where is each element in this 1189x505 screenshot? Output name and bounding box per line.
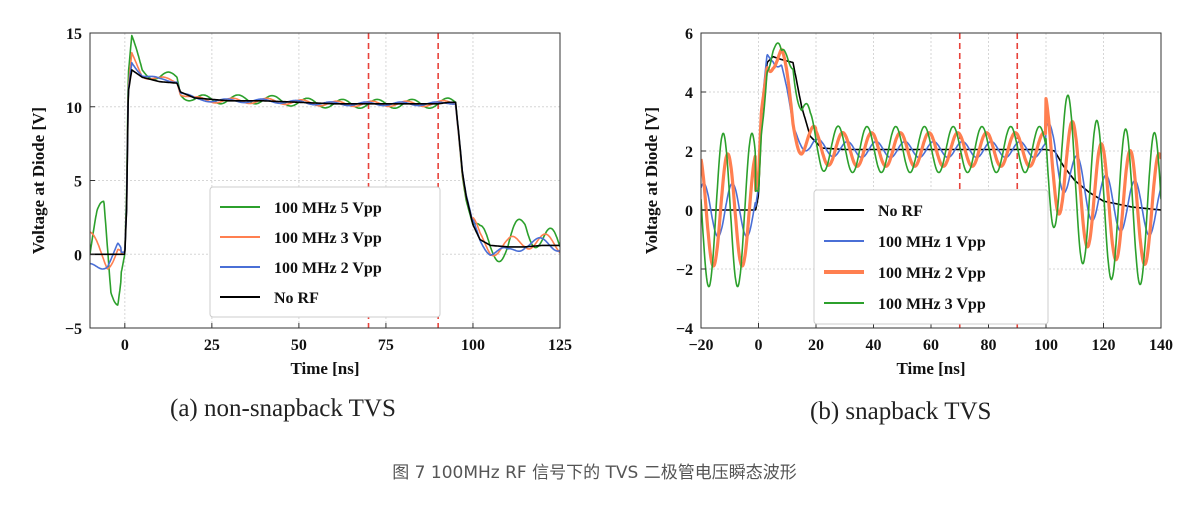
y-axis-label: Voltage at Diode [V]	[642, 107, 661, 254]
x-tick-label: 100	[461, 337, 485, 354]
series-line	[701, 42, 1161, 288]
y-tick-label: 6	[685, 26, 693, 43]
y-tick-label: 10	[66, 100, 82, 117]
x-axis-label: Time [ns]	[290, 359, 359, 378]
x-tick-label: 40	[866, 337, 882, 354]
x-tick-label: 50	[291, 337, 307, 354]
series-line	[90, 51, 560, 270]
x-tick-label: 125	[548, 337, 572, 354]
y-tick-label: 5	[74, 174, 82, 191]
y-tick-label: 2	[685, 144, 693, 161]
x-tick-label: 140	[1149, 337, 1173, 354]
y-tick-label: 15	[66, 26, 82, 43]
series-line	[701, 48, 1161, 268]
legend-label: 100 MHz 2 Vpp	[878, 265, 986, 282]
y-tick-label: 0	[74, 247, 82, 264]
x-tick-label: 60	[923, 337, 939, 354]
panel-caption-b: (b) snapback TVS	[810, 398, 992, 425]
legend-label: 100 MHz 1 Vpp	[878, 234, 986, 251]
series-line	[90, 34, 560, 306]
legend-label: 100 MHz 3 Vpp	[274, 230, 382, 247]
y-tick-label: −5	[65, 321, 82, 338]
legend-box	[209, 186, 441, 318]
y-tick-label: −4	[676, 321, 693, 338]
legend-label: No RF	[274, 290, 319, 307]
plot-area	[90, 34, 560, 306]
y-axis-label: Voltage at Diode [V]	[29, 107, 48, 254]
x-tick-label: 120	[1092, 337, 1116, 354]
x-tick-label: 75	[378, 337, 394, 354]
x-tick-label: 0	[121, 337, 129, 354]
legend-label: 100 MHz 5 Vpp	[274, 200, 382, 217]
plot-area	[701, 42, 1161, 288]
x-tick-label: 100	[1034, 337, 1058, 354]
legend-label: 100 MHz 3 Vpp	[878, 296, 986, 313]
x-tick-label: 20	[808, 337, 824, 354]
series-line	[90, 69, 560, 256]
y-tick-label: 4	[685, 85, 693, 102]
legend-box	[813, 189, 1049, 325]
x-tick-label: 80	[981, 337, 997, 354]
x-axis-label: Time [ns]	[896, 359, 965, 378]
legend-label: No RF	[878, 203, 923, 220]
panel-caption-a: (a) non-snapback TVS	[170, 395, 396, 422]
x-tick-label: 25	[204, 337, 220, 354]
legend-label: 100 MHz 2 Vpp	[274, 260, 382, 277]
x-tick-label: 0	[755, 337, 763, 354]
y-tick-label: −2	[676, 262, 693, 279]
figure-caption: 图 7 100MHz RF 信号下的 TVS 二极管电压瞬态波形	[392, 463, 797, 483]
y-tick-label: 0	[685, 203, 693, 220]
x-tick-label: −20	[688, 337, 713, 354]
chart-a: 0 25 50 75 100 125 −5 0 5 10 15 Time [ns] Voltage at…	[29, 26, 572, 378]
